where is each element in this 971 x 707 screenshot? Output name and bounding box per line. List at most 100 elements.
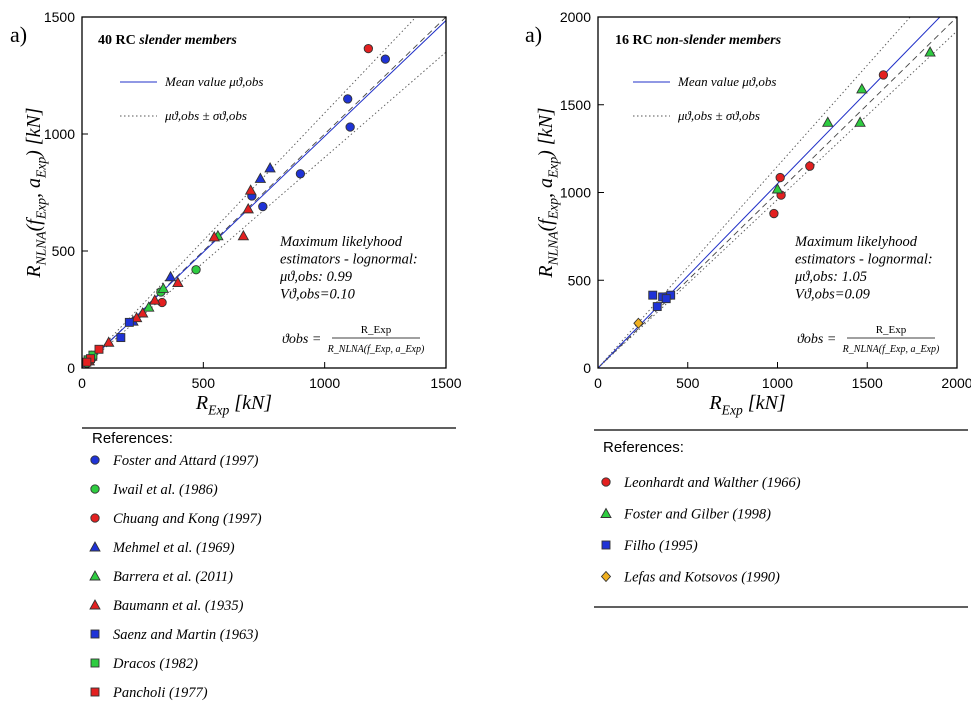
reference-marker xyxy=(90,629,100,639)
stats-line2: estimators - lognormal: xyxy=(280,252,418,268)
data-point-6-9 xyxy=(102,336,115,347)
x-tick-label: 1500 xyxy=(430,375,461,391)
formula-lhs: ϑobs = xyxy=(282,332,321,347)
data-point-2-1 xyxy=(191,265,201,275)
data-point-6-1 xyxy=(244,184,257,195)
data-point-6-4 xyxy=(208,231,221,242)
label-part: NLNA xyxy=(34,231,49,267)
data-point-1-1 xyxy=(380,54,390,64)
x-tick-label: 500 xyxy=(192,375,216,391)
reference-marker xyxy=(600,507,612,518)
label-part: Exp xyxy=(546,157,561,179)
data-point-7-1 xyxy=(116,333,126,343)
data-point-6-7 xyxy=(136,307,149,318)
x-axis-label: RExp [kN] xyxy=(195,392,272,418)
reference-marker xyxy=(601,477,611,487)
reference-label: Dracos (1982) xyxy=(112,656,198,672)
data-point-1-2 xyxy=(805,161,815,171)
y-axis-label: RNLNA(fExp, aExp) [kN] xyxy=(23,107,49,278)
data-points xyxy=(82,43,390,368)
stats-line4: Vϑ,obs=0.09 xyxy=(795,287,871,303)
sigma-line xyxy=(82,17,417,368)
stats-annotation: Maximum likelyhood estimators - lognormal… xyxy=(279,234,418,303)
x-tick-label: 1500 xyxy=(852,375,883,391)
data-point-6-8 xyxy=(130,311,143,323)
reference-marker xyxy=(90,484,100,494)
chart-panel-1: 0 500 1000 1500 0 500 1000 1500 a) 40 RC slender … xyxy=(10,9,462,701)
reference-label: Lefas and Kotsovos (1990) xyxy=(623,570,780,586)
formula-denominator: R_NLNA(f_Exp, a_Exp) xyxy=(327,344,425,355)
data-point-3-5 xyxy=(652,302,662,312)
data-point-3-1 xyxy=(648,290,658,300)
reference-marker xyxy=(601,540,611,550)
x-tick-label: 1000 xyxy=(762,375,793,391)
legend-sigma-label: μϑ,obs ± σϑ,obs xyxy=(164,108,247,123)
stats-line3: μϑ,obs: 1.05 xyxy=(794,269,867,285)
label-part: f xyxy=(535,217,557,225)
reference-marker xyxy=(90,687,100,697)
label-part: [kN] xyxy=(743,392,786,414)
label-part: ( xyxy=(23,223,45,231)
reference-label: Iwail et al. (1986) xyxy=(112,482,218,498)
title-italic: non-slender members xyxy=(656,33,781,48)
data-point-3-1 xyxy=(363,43,373,54)
reference-label: Mehmel et al. (1969) xyxy=(112,540,235,556)
label-part: Exp xyxy=(721,403,743,418)
reference-marker xyxy=(89,541,101,552)
data-point-6-5 xyxy=(172,276,184,288)
chart-title: 16 RC non-slender members xyxy=(615,33,782,48)
data-point-6-6 xyxy=(149,294,161,305)
y-tick-label: 1000 xyxy=(560,185,591,201)
label-part: [kN] xyxy=(229,392,272,414)
reference-label: Saenz and Martin (1963) xyxy=(113,627,259,643)
data-point-1-2 xyxy=(343,94,353,104)
data-point-2-3 xyxy=(821,116,834,127)
reference-marker xyxy=(600,570,612,583)
label-part: f xyxy=(23,217,45,225)
data-point-6-3 xyxy=(237,229,250,241)
reference-label: Chuang and Kong (1997) xyxy=(113,511,262,527)
reference-marker xyxy=(90,455,100,465)
data-point-6-2 xyxy=(242,202,254,214)
y-axis-label: RNLNA(fExp, aExp) [kN] xyxy=(535,107,561,278)
plot-frame xyxy=(81,16,447,369)
reference-marker xyxy=(89,599,101,610)
chart-panel-2: 0 500 1000 1500 2000 0 500 1000 1500 2000 a) 16 RC … xyxy=(525,9,971,608)
label-part: ) [kN] xyxy=(23,107,45,157)
data-point-9-3 xyxy=(82,357,92,367)
line-legend: Mean value μϑ,obs μϑ,obs ± σϑ,obs xyxy=(120,74,263,123)
label-part: Exp xyxy=(34,198,49,220)
label-part: Exp xyxy=(34,157,49,179)
label-part: a xyxy=(23,178,45,188)
label-part: Exp xyxy=(546,198,561,220)
reference-label: Baumann et al. (1935) xyxy=(113,598,244,614)
references-title: References: xyxy=(603,439,684,456)
stats-line2: estimators - lognormal: xyxy=(795,252,933,268)
reference-label: Pancholi (1977) xyxy=(112,685,208,701)
formula-numerator: R_Exp xyxy=(876,324,907,336)
label-part: ) [kN] xyxy=(535,107,557,157)
title-bold: 16 RC xyxy=(615,33,656,48)
legend-mean-label: Mean value μϑ,obs xyxy=(677,74,776,89)
data-point-2-4 xyxy=(854,116,866,127)
stats-annotation: Maximum likelyhood estimators - lognormal… xyxy=(794,234,933,303)
legend-sigma-label: μϑ,obs ± σϑ,obs xyxy=(677,108,760,123)
references-title: References: xyxy=(92,430,173,447)
label-part: , xyxy=(535,188,557,198)
data-point-7-2 xyxy=(124,317,134,327)
data-points xyxy=(633,46,936,329)
label-part: , xyxy=(23,188,45,198)
formula-numerator: R_Exp xyxy=(361,324,392,336)
data-point-1-4 xyxy=(295,169,306,179)
label-part: Exp xyxy=(207,403,229,418)
stats-line1: Maximum likelyhood xyxy=(279,234,403,250)
data-point-5-2 xyxy=(157,282,170,293)
y-tick-label: 1500 xyxy=(44,9,75,25)
label-part: ( xyxy=(535,223,557,231)
data-point-1-5 xyxy=(769,208,779,219)
x-tick-label: 1000 xyxy=(309,375,340,391)
chart-title: 40 RC slender members xyxy=(98,33,237,48)
formula-lhs: ϑobs = xyxy=(797,332,836,347)
label-part: R xyxy=(535,265,557,278)
stats-line4: Vϑ,obs=0.10 xyxy=(280,287,356,303)
